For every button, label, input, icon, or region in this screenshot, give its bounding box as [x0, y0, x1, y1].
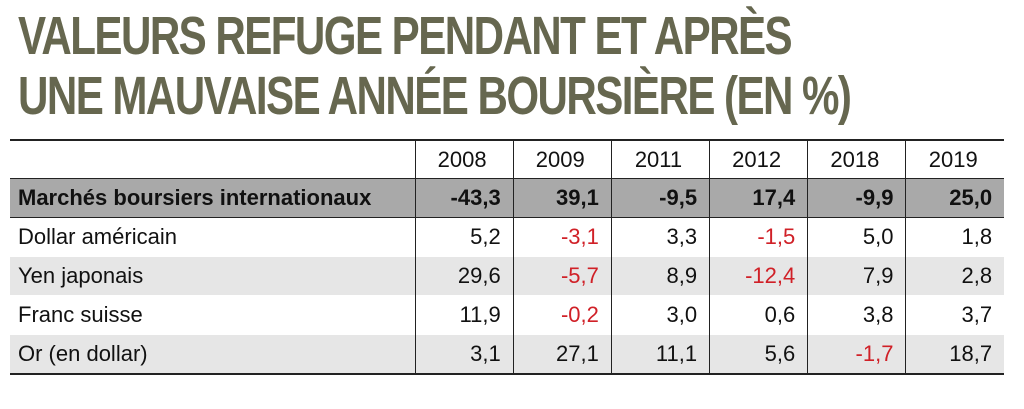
table-row: Dollar américain 5,2 -3,1 3,3 -1,5 5,0 1…	[10, 217, 1005, 257]
table-cell: 1,8	[905, 217, 1005, 257]
row-label: Dollar américain	[10, 217, 415, 257]
table-cell: 3,7	[905, 295, 1005, 335]
year-header: 2012	[709, 139, 808, 179]
table-cell: -12,4	[709, 256, 808, 296]
table-cell: -3,1	[512, 217, 612, 257]
table-cell: 25,0	[905, 178, 1005, 218]
year-header: 2019	[905, 139, 1005, 179]
table-cell: -9,9	[807, 178, 906, 218]
table-row: Franc suisse 11,9 -0,2 3,0 0,6 3,8 3,7	[10, 295, 1005, 335]
table-cell: 3,3	[610, 217, 710, 257]
table-row: Or (en dollar) 3,1 27,1 11,1 5,6 -1,7 18…	[10, 334, 1005, 374]
table-cell: 3,8	[807, 295, 906, 335]
table-cell: -1,7	[807, 334, 906, 374]
year-header: 2011	[610, 139, 710, 179]
year-header: 2018	[807, 139, 906, 179]
table-cell: -5,7	[512, 256, 612, 296]
table-cell: 17,4	[709, 178, 808, 218]
table-cell: 27,1	[512, 334, 612, 374]
returns-table: 2008 2009 2011 2012 2018 2019 Marchés bo…	[10, 139, 1005, 375]
table-cell: 11,1	[610, 334, 710, 374]
year-header: 2008	[414, 139, 514, 179]
table-cell: 5,6	[709, 334, 808, 374]
table-cell: -1,5	[709, 217, 808, 257]
header-empty-cell	[10, 139, 415, 179]
row-label: Franc suisse	[10, 295, 415, 335]
page-title: VALEURS REFUGE PENDANT ET APRÈS UNE MAUV…	[18, 6, 852, 126]
table-header-row: 2008 2009 2011 2012 2018 2019	[10, 139, 1005, 179]
table-row: Marchés boursiers internationaux -43,3 3…	[10, 178, 1005, 218]
table-cell: 11,9	[414, 295, 514, 335]
year-header: 2009	[512, 139, 612, 179]
table-row: Yen japonais 29,6 -5,7 8,9 -12,4 7,9 2,8	[10, 256, 1005, 296]
row-label: Yen japonais	[10, 256, 415, 296]
row-label: Or (en dollar)	[10, 334, 415, 374]
table-cell: 5,0	[807, 217, 906, 257]
title-line-2: UNE MAUVAISE ANNÉE BOURSIÈRE (EN %)	[18, 66, 852, 126]
table-cell: 0,6	[709, 295, 808, 335]
table-cell: 5,2	[414, 217, 514, 257]
table-cell: 8,9	[610, 256, 710, 296]
table-cell: 2,8	[905, 256, 1005, 296]
table-cell: -9,5	[610, 178, 710, 218]
table-cell: -43,3	[414, 178, 514, 218]
table-cell: 39,1	[512, 178, 612, 218]
table-cell: 3,0	[610, 295, 710, 335]
table-cell: 3,1	[414, 334, 514, 374]
table-cell: 29,6	[414, 256, 514, 296]
table-cell: 18,7	[905, 334, 1005, 374]
title-line-1: VALEURS REFUGE PENDANT ET APRÈS	[18, 6, 793, 66]
table-cell: 7,9	[807, 256, 906, 296]
table-cell: -0,2	[512, 295, 612, 335]
row-label: Marchés boursiers internationaux	[10, 178, 415, 218]
